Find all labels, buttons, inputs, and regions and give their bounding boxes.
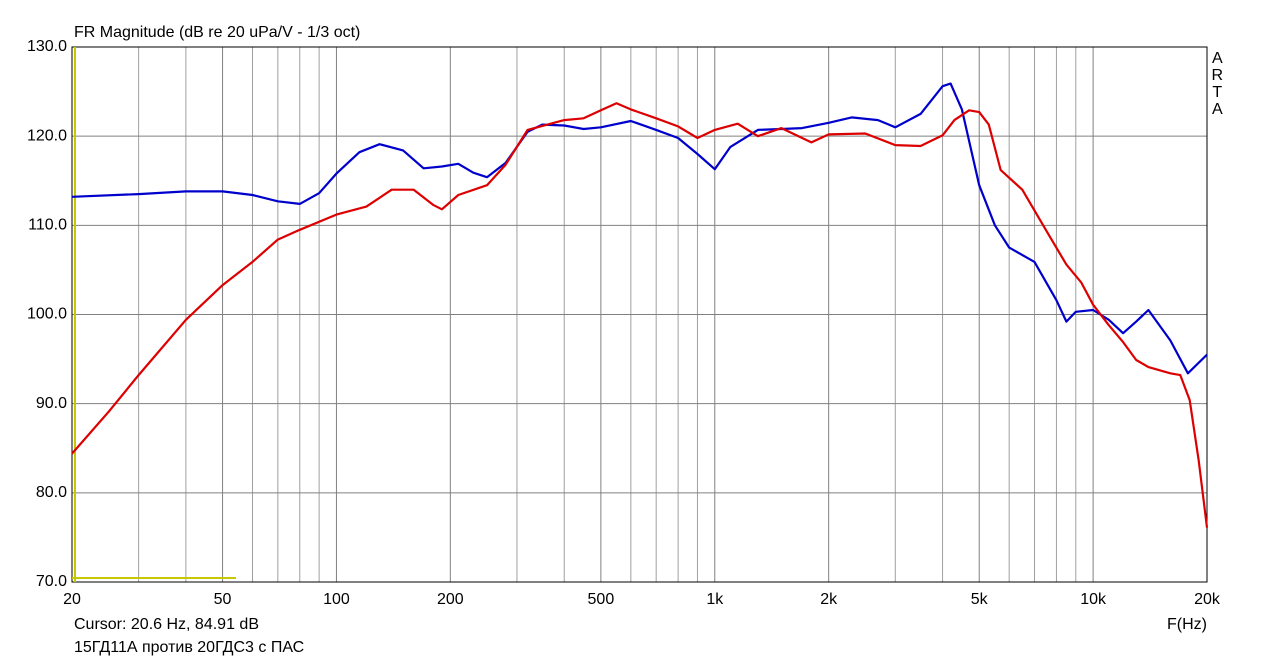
series-line: [71, 102, 1209, 528]
chart-title: FR Magnitude (dB re 20 uPa/V - 1/3 oct): [74, 24, 360, 41]
x-tick-label: 50: [214, 591, 232, 608]
x-tick-label: 1k: [706, 591, 724, 608]
y-tick-label: 110.0: [28, 217, 67, 234]
y-tick-label: 80.0: [36, 484, 67, 501]
x-tick-label: 200: [437, 591, 464, 608]
x-axis-label: F(Hz): [1167, 616, 1207, 633]
watermark: ARTA: [1209, 50, 1226, 118]
y-tick-label: 90.0: [36, 395, 67, 412]
x-tick-label: 20k: [1194, 591, 1221, 608]
y-tick-label: 70.0: [36, 573, 67, 590]
cursor-readout: Cursor: 20.6 Hz, 84.91 dB: [74, 616, 259, 633]
y-tick-label: 100.0: [27, 306, 67, 323]
y-tick-label: 130.0: [27, 38, 67, 55]
x-tick-label: 2k: [820, 591, 838, 608]
x-tick-label: 10k: [1080, 591, 1107, 608]
series-line: [71, 82, 1208, 375]
y-tick-label: 120.0: [27, 127, 67, 144]
caption: 15ГД11А против 20ГДС3 с ПАС: [74, 639, 304, 656]
x-tick-label: 20: [63, 591, 81, 608]
x-tick-label: 5k: [971, 591, 989, 608]
x-tick-label: 500: [588, 591, 615, 608]
plot-frame: [71, 46, 1208, 583]
x-tick-label: 100: [323, 591, 350, 608]
